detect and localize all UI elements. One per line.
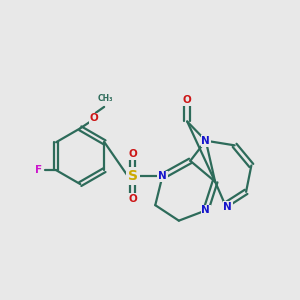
Text: S: S: [128, 169, 138, 183]
Text: O: O: [129, 149, 137, 159]
Text: O: O: [129, 194, 137, 204]
Text: N: N: [158, 171, 167, 181]
Text: F: F: [35, 165, 43, 175]
Text: N: N: [201, 206, 210, 215]
Text: O: O: [90, 113, 99, 123]
Text: N: N: [224, 202, 232, 212]
Text: CH₃: CH₃: [98, 94, 113, 103]
Text: N: N: [201, 136, 210, 146]
Text: O: O: [183, 95, 192, 105]
